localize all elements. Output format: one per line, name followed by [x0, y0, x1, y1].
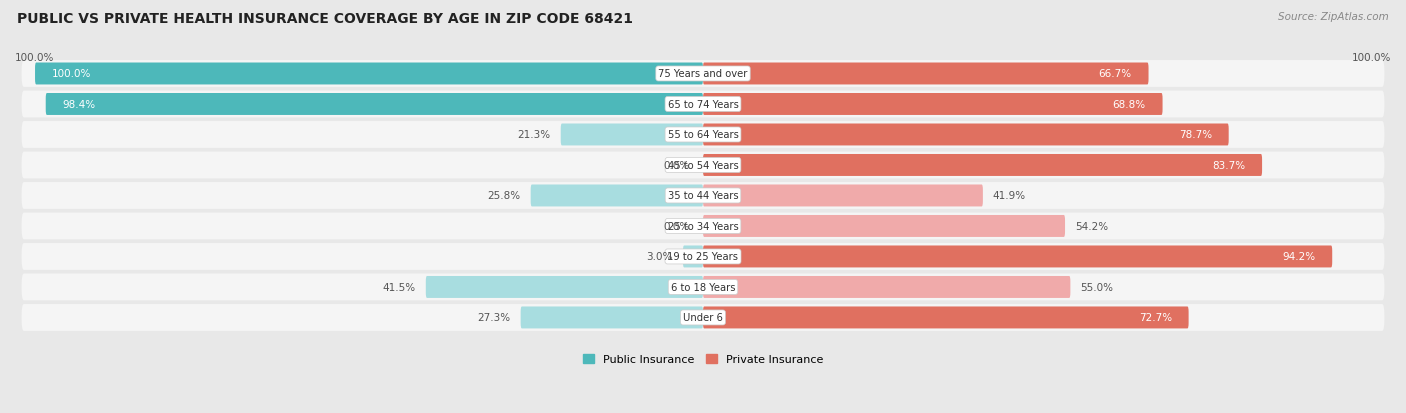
FancyBboxPatch shape [703, 94, 1163, 116]
Text: 72.7%: 72.7% [1139, 313, 1173, 323]
Text: 6 to 18 Years: 6 to 18 Years [671, 282, 735, 292]
FancyBboxPatch shape [703, 276, 1070, 298]
Text: 35 to 44 Years: 35 to 44 Years [668, 191, 738, 201]
Text: 100.0%: 100.0% [52, 69, 91, 79]
FancyBboxPatch shape [520, 307, 703, 329]
Text: 98.4%: 98.4% [62, 100, 96, 110]
FancyBboxPatch shape [21, 61, 1385, 88]
FancyBboxPatch shape [703, 124, 1229, 146]
FancyBboxPatch shape [21, 91, 1385, 118]
Text: 0.0%: 0.0% [664, 221, 689, 231]
Text: 75 Years and over: 75 Years and over [658, 69, 748, 79]
Text: 65 to 74 Years: 65 to 74 Years [668, 100, 738, 110]
Text: 25 to 34 Years: 25 to 34 Years [668, 221, 738, 231]
Text: Under 6: Under 6 [683, 313, 723, 323]
FancyBboxPatch shape [426, 276, 703, 298]
Text: 55.0%: 55.0% [1080, 282, 1114, 292]
FancyBboxPatch shape [703, 185, 983, 207]
FancyBboxPatch shape [35, 63, 703, 85]
FancyBboxPatch shape [703, 246, 1333, 268]
Text: 19 to 25 Years: 19 to 25 Years [668, 252, 738, 262]
Text: 41.9%: 41.9% [993, 191, 1026, 201]
Text: 3.0%: 3.0% [647, 252, 673, 262]
FancyBboxPatch shape [703, 63, 1149, 85]
FancyBboxPatch shape [561, 124, 703, 146]
Text: 45 to 54 Years: 45 to 54 Years [668, 161, 738, 171]
FancyBboxPatch shape [703, 216, 1064, 237]
Text: 55 to 64 Years: 55 to 64 Years [668, 130, 738, 140]
FancyBboxPatch shape [530, 185, 703, 207]
Text: 41.5%: 41.5% [382, 282, 416, 292]
Text: PUBLIC VS PRIVATE HEALTH INSURANCE COVERAGE BY AGE IN ZIP CODE 68421: PUBLIC VS PRIVATE HEALTH INSURANCE COVER… [17, 12, 633, 26]
FancyBboxPatch shape [21, 152, 1385, 179]
Text: 68.8%: 68.8% [1112, 100, 1146, 110]
FancyBboxPatch shape [21, 183, 1385, 209]
Text: 100.0%: 100.0% [1351, 52, 1391, 62]
FancyBboxPatch shape [46, 94, 703, 116]
FancyBboxPatch shape [703, 307, 1188, 329]
Legend: Public Insurance, Private Insurance: Public Insurance, Private Insurance [579, 349, 827, 369]
Text: 78.7%: 78.7% [1178, 130, 1212, 140]
FancyBboxPatch shape [21, 122, 1385, 149]
FancyBboxPatch shape [21, 243, 1385, 270]
Text: 0.0%: 0.0% [664, 161, 689, 171]
Text: Source: ZipAtlas.com: Source: ZipAtlas.com [1278, 12, 1389, 22]
Text: 94.2%: 94.2% [1282, 252, 1316, 262]
Text: 66.7%: 66.7% [1098, 69, 1132, 79]
Text: 83.7%: 83.7% [1212, 161, 1246, 171]
FancyBboxPatch shape [21, 213, 1385, 240]
Text: 25.8%: 25.8% [488, 191, 520, 201]
Text: 21.3%: 21.3% [517, 130, 551, 140]
FancyBboxPatch shape [683, 246, 703, 268]
Text: 27.3%: 27.3% [478, 313, 510, 323]
Text: 54.2%: 54.2% [1076, 221, 1108, 231]
FancyBboxPatch shape [21, 274, 1385, 301]
FancyBboxPatch shape [703, 154, 1263, 176]
Text: 100.0%: 100.0% [15, 52, 55, 62]
FancyBboxPatch shape [21, 304, 1385, 331]
